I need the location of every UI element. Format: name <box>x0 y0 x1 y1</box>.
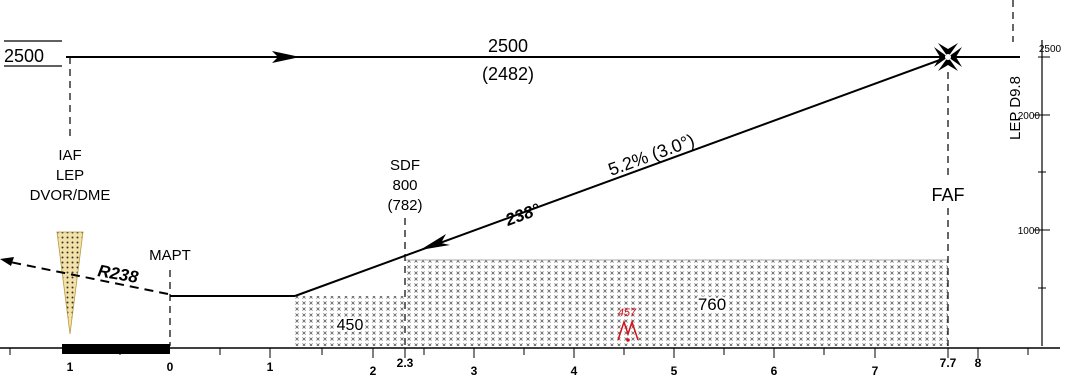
distance-tick-label: 2 <box>370 364 377 378</box>
distance-tick-label: 8 <box>975 356 982 370</box>
iaf-label: IAF <box>58 147 81 164</box>
oca-value-before-sdf: 450 <box>337 317 364 334</box>
mapt-label: MAPT <box>149 247 191 264</box>
final-course-label: 238° <box>502 200 543 230</box>
distance-tick-label: 6 <box>771 364 778 378</box>
iaf-navaid-type: DVOR/DME <box>30 187 111 204</box>
level-flight-arrow <box>272 51 300 63</box>
final-descent-arrow <box>420 234 450 250</box>
navaid-cone-icon <box>56 231 84 335</box>
oca-area-before-sdf <box>295 296 405 346</box>
distance-tick-label: 0 <box>167 360 174 374</box>
distance-tick-label: 2.3 <box>397 356 414 370</box>
distance-tick-label: 1 <box>67 360 74 374</box>
distance-tick-label: 4 <box>571 364 578 378</box>
missed-approach-path <box>9 261 169 295</box>
dme-scale-bar <box>62 344 170 354</box>
oca-area-after-sdf <box>405 260 948 346</box>
altitude-tick-label: 2000 <box>1018 111 1041 122</box>
iaf-navaid-ident: LEP <box>56 167 84 184</box>
level-altitude-height-label: (2482) <box>482 64 534 84</box>
distance-tick-label: 1 <box>267 360 274 374</box>
distance-tick-label: 7.7 <box>940 356 957 370</box>
peak-elevation-icon <box>617 319 639 342</box>
distance-tick-label: 3 <box>471 364 478 378</box>
maltese-cross-icon <box>934 43 962 71</box>
distance-tick-label: 5 <box>671 364 678 378</box>
faf-label: FAF <box>931 185 964 205</box>
descent-gradient-label: 5.2% (3.0°) <box>606 130 698 180</box>
terrain-elevation-label: 457 <box>618 307 637 319</box>
initial-altitude-label: 2500 <box>4 46 44 66</box>
altitude-tick-label: 1000 <box>1018 226 1041 237</box>
faf-distance-fix-label: LEP D9.8 <box>1007 76 1024 140</box>
oca-value-after-sdf: 760 <box>698 295 726 314</box>
sdf-height: (782) <box>387 197 422 214</box>
distance-tick-label: 7 <box>872 364 879 378</box>
missed-approach-radial-label: R238 <box>96 261 140 287</box>
level-altitude-label: 2500 <box>488 36 528 56</box>
altitude-tick-label: 2500 <box>1039 44 1062 55</box>
sdf-altitude: 800 <box>392 177 417 194</box>
final-descent-path <box>294 56 949 297</box>
missed-approach-arrow <box>0 257 14 266</box>
sdf-label: SDF <box>390 157 420 174</box>
